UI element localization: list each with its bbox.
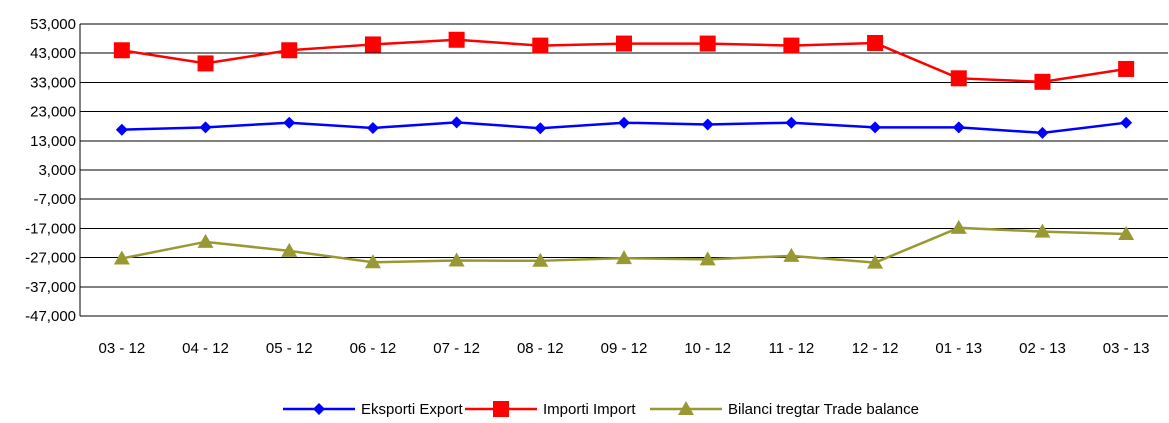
legend: Eksporti Export Importi Import Bilanci tre… bbox=[283, 401, 919, 418]
grid-lines bbox=[79, 23, 1168, 317]
x-tick-label: 12 - 12 bbox=[852, 340, 899, 357]
data-point-square bbox=[783, 37, 800, 54]
data-point-diamond bbox=[283, 116, 296, 129]
data-point-square bbox=[113, 42, 130, 59]
data-point-square bbox=[197, 55, 214, 72]
data-point-square bbox=[1118, 60, 1135, 77]
data-point-diamond bbox=[701, 118, 714, 131]
data-point-square bbox=[532, 37, 549, 54]
data-point-diamond bbox=[1120, 116, 1133, 129]
legend-marker bbox=[313, 403, 325, 415]
legend-marker bbox=[678, 401, 694, 415]
y-tick-label: -7,000 bbox=[33, 191, 76, 208]
x-tick-label: 03 - 12 bbox=[98, 340, 145, 357]
data-point-diamond bbox=[1036, 126, 1049, 139]
x-axis-ticks: 03 - 12 04 - 12 05 - 12 06 - 12 07 - 12 08 - … bbox=[98, 340, 1149, 357]
data-point-diamond bbox=[366, 121, 379, 134]
x-tick-label: 09 - 12 bbox=[601, 340, 648, 357]
data-point-diamond bbox=[534, 122, 547, 135]
data-point-square bbox=[616, 35, 632, 52]
x-tick-label: 03 - 13 bbox=[1103, 340, 1150, 357]
data-point-triangle bbox=[616, 250, 632, 265]
data-point-triangle bbox=[364, 254, 381, 269]
y-axis-ticks: 53,000 43,000 33,000 23,000 13,000 3,000 -7,00… bbox=[25, 16, 76, 325]
data-point-square bbox=[448, 31, 465, 48]
legend-label: Bilanci tregtar Trade balance bbox=[728, 401, 919, 418]
data-point-square bbox=[699, 35, 716, 52]
data-point-triangle bbox=[532, 252, 549, 267]
y-tick-label: -37,000 bbox=[25, 279, 76, 296]
data-point-diamond bbox=[618, 116, 630, 129]
y-tick-label: -47,000 bbox=[25, 308, 76, 325]
data-point-diamond bbox=[952, 121, 965, 134]
y-tick-label: 3,000 bbox=[38, 162, 76, 179]
y-tick-label: 13,000 bbox=[30, 133, 76, 150]
data-point-triangle bbox=[281, 242, 298, 257]
x-tick-label: 01 - 13 bbox=[935, 340, 982, 357]
data-point-triangle bbox=[1034, 223, 1051, 238]
legend-label: Importi Import bbox=[543, 401, 636, 418]
x-tick-label: 05 - 12 bbox=[266, 340, 313, 357]
legend-marker bbox=[493, 401, 509, 417]
series-1 bbox=[115, 116, 1133, 139]
data-point-triangle bbox=[783, 247, 800, 262]
legend-item: Eksporti Export bbox=[283, 401, 464, 418]
legend-label: Eksporti Export bbox=[361, 401, 464, 418]
y-tick-label: -17,000 bbox=[25, 220, 76, 237]
data-point-square bbox=[950, 70, 967, 87]
data-point-square bbox=[1034, 73, 1051, 90]
y-tick-label: 43,000 bbox=[30, 45, 76, 62]
legend-item: Importi Import bbox=[465, 401, 636, 418]
data-point-square bbox=[867, 34, 884, 51]
y-tick-label: 33,000 bbox=[30, 74, 76, 91]
x-tick-label: 08 - 12 bbox=[517, 340, 564, 357]
y-tick-label: 23,000 bbox=[30, 104, 76, 121]
x-tick-label: 10 - 12 bbox=[684, 340, 731, 357]
data-point-diamond bbox=[785, 116, 798, 129]
data-point-square bbox=[281, 42, 298, 59]
y-tick-label: -27,000 bbox=[25, 250, 76, 267]
x-tick-label: 07 - 12 bbox=[433, 340, 480, 357]
x-tick-label: 04 - 12 bbox=[182, 340, 229, 357]
series-3 bbox=[113, 219, 1135, 269]
data-point-triangle bbox=[867, 254, 884, 269]
data-point-diamond bbox=[869, 121, 882, 134]
x-tick-label: 11 - 12 bbox=[769, 340, 815, 357]
data-point-triangle bbox=[197, 233, 214, 248]
data-point-square bbox=[364, 36, 381, 53]
data-point-triangle bbox=[113, 250, 130, 265]
series-2 bbox=[113, 31, 1135, 90]
data-point-diamond bbox=[115, 123, 128, 136]
data-point-triangle bbox=[950, 219, 967, 234]
data-point-triangle bbox=[448, 252, 465, 267]
data-point-triangle bbox=[1118, 225, 1135, 240]
legend-item: Bilanci tregtar Trade balance bbox=[650, 401, 919, 418]
y-tick-label: 53,000 bbox=[30, 16, 76, 33]
x-tick-label: 06 - 12 bbox=[350, 340, 397, 357]
series-group bbox=[113, 31, 1135, 269]
x-tick-label: 02 - 13 bbox=[1019, 340, 1066, 357]
data-point-diamond bbox=[199, 121, 212, 134]
data-point-triangle bbox=[699, 251, 716, 266]
data-point-diamond bbox=[450, 116, 463, 129]
